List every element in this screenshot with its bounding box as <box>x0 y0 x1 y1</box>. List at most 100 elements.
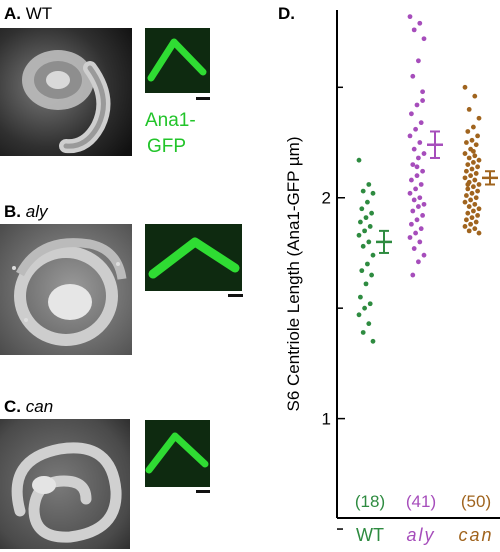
data-point-aly <box>420 213 425 218</box>
data-point-aly <box>417 195 423 201</box>
panel-d-label: D. <box>278 4 295 23</box>
data-point-can <box>475 133 480 139</box>
data-point-can <box>472 177 478 183</box>
data-point-wt <box>365 261 370 267</box>
data-point-aly <box>413 126 418 132</box>
data-point-aly <box>409 177 414 183</box>
data-point-aly <box>411 197 417 203</box>
y-tick-label: 2 <box>322 189 331 208</box>
data-point-wt <box>359 268 365 274</box>
ana1-gfp-inset-aly <box>145 224 242 291</box>
data-point-can <box>469 190 475 196</box>
data-point-can <box>469 137 475 143</box>
data-point-can <box>472 201 478 207</box>
data-point-wt <box>358 219 363 225</box>
data-point-can <box>462 84 468 90</box>
sample-count-label: (50) <box>461 492 491 511</box>
category-label-can: can <box>458 525 493 545</box>
testis-image-can <box>0 419 130 549</box>
sample-count-label: (18) <box>355 492 385 511</box>
data-point-wt <box>360 188 366 194</box>
data-point-can <box>465 162 471 168</box>
data-point-wt <box>363 281 369 287</box>
y-tick-label: 1 <box>322 410 331 429</box>
data-point-can <box>468 221 473 227</box>
scale-bar-a <box>196 97 210 100</box>
data-point-aly <box>410 272 416 278</box>
data-point-aly <box>407 14 413 20</box>
data-point-aly <box>421 252 427 258</box>
data-point-can <box>462 175 468 181</box>
data-point-aly <box>411 146 417 152</box>
data-point-wt <box>356 157 362 163</box>
data-point-aly <box>420 98 425 103</box>
panel-b-label: B. aly <box>4 202 48 221</box>
inset-label-line2: GFP <box>147 136 187 157</box>
testis-image-aly <box>0 224 132 355</box>
data-point-aly <box>414 217 420 223</box>
data-point-can <box>464 217 469 223</box>
data-point-can <box>476 230 482 236</box>
data-point-wt <box>370 252 376 258</box>
data-point-aly <box>407 133 413 139</box>
data-point-can <box>462 224 468 229</box>
data-point-can <box>471 160 476 165</box>
data-point-can <box>475 164 480 170</box>
data-point-can <box>468 197 473 203</box>
data-point-aly <box>410 73 416 79</box>
data-point-wt <box>366 321 372 327</box>
data-point-aly <box>417 140 423 145</box>
data-point-wt <box>362 228 367 234</box>
data-point-can <box>471 148 476 154</box>
data-point-can <box>475 213 480 218</box>
category-label-aly: aly <box>406 525 435 545</box>
data-point-wt <box>369 272 374 278</box>
data-point-can <box>465 210 471 216</box>
data-point-can <box>472 153 478 159</box>
data-point-can <box>468 173 473 179</box>
data-point-wt <box>370 190 376 196</box>
data-point-aly <box>421 36 427 42</box>
ana1-gfp-inset-can <box>145 420 210 487</box>
data-point-can <box>462 151 468 156</box>
data-point-wt <box>369 210 374 216</box>
data-point-aly <box>409 221 414 227</box>
data-point-aly <box>413 230 418 236</box>
data-point-aly <box>411 246 417 251</box>
data-point-can <box>462 199 468 205</box>
data-point-can <box>473 195 479 201</box>
y-axis-label: S6 Centriole Length (Ana1-GFP µm) <box>284 137 303 412</box>
data-point-aly <box>418 182 424 187</box>
sample-count-label: (41) <box>406 492 436 511</box>
data-point-can <box>472 93 478 99</box>
data-point-aly <box>414 173 420 179</box>
data-point-can <box>465 186 471 192</box>
data-point-wt <box>363 215 369 221</box>
data-point-aly <box>420 168 425 174</box>
data-point-can <box>466 106 472 112</box>
panel-a-label: A. WT <box>4 4 53 23</box>
data-point-can <box>469 166 475 172</box>
data-point-can <box>466 228 472 234</box>
data-point-wt <box>360 330 366 335</box>
data-point-aly <box>417 20 423 26</box>
data-point-can <box>469 215 475 221</box>
data-point-can <box>476 182 482 187</box>
data-point-can <box>471 124 476 130</box>
data-point-aly <box>421 151 427 156</box>
data-point-wt <box>370 338 376 344</box>
data-point-can <box>464 140 469 145</box>
scale-bar-c <box>196 490 210 493</box>
data-point-aly <box>418 226 424 232</box>
inset-label-line1: Ana1- <box>145 110 196 131</box>
data-point-can <box>473 219 479 225</box>
data-point-aly <box>416 204 421 209</box>
data-point-aly <box>410 162 416 168</box>
data-point-wt <box>360 243 366 249</box>
data-point-wt <box>365 199 370 205</box>
data-point-aly <box>420 89 425 95</box>
data-point-can <box>473 171 479 176</box>
data-point-can <box>476 157 482 163</box>
data-point-wt <box>366 239 372 245</box>
